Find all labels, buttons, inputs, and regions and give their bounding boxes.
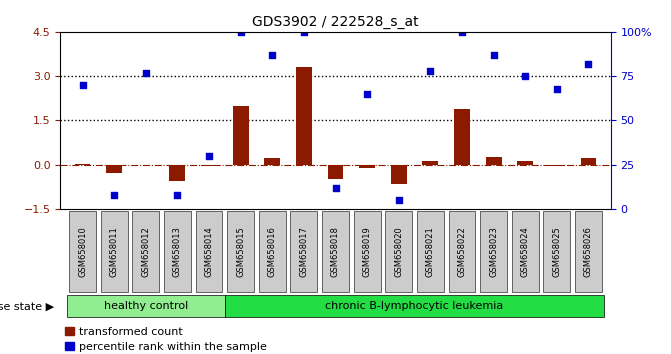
Bar	[549, 165, 565, 166]
Text: GSM658018: GSM658018	[331, 226, 340, 277]
FancyBboxPatch shape	[227, 211, 254, 292]
Text: GSM658021: GSM658021	[426, 226, 435, 277]
Point	[520, 73, 531, 79]
Title: GDS3902 / 222528_s_at: GDS3902 / 222528_s_at	[252, 16, 419, 29]
Point	[109, 192, 119, 198]
Text: GSM658022: GSM658022	[458, 226, 466, 277]
Text: GSM658015: GSM658015	[236, 226, 245, 277]
Bar	[517, 161, 533, 165]
Text: GSM658010: GSM658010	[78, 226, 87, 277]
FancyBboxPatch shape	[512, 211, 539, 292]
Point	[425, 68, 435, 74]
Bar	[106, 165, 122, 173]
Text: GSM658026: GSM658026	[584, 226, 593, 277]
Text: chronic B-lymphocytic leukemia: chronic B-lymphocytic leukemia	[325, 301, 504, 311]
Point	[457, 29, 468, 35]
Text: GSM658020: GSM658020	[395, 226, 403, 277]
FancyBboxPatch shape	[195, 211, 223, 292]
Bar	[391, 165, 407, 184]
FancyBboxPatch shape	[385, 211, 412, 292]
FancyBboxPatch shape	[544, 211, 570, 292]
Text: healthy control: healthy control	[103, 301, 188, 311]
Text: GSM658017: GSM658017	[299, 226, 309, 277]
Bar	[74, 164, 91, 165]
Bar	[170, 165, 185, 181]
Bar	[580, 158, 597, 165]
Text: GSM658016: GSM658016	[268, 226, 276, 277]
Text: GSM658023: GSM658023	[489, 226, 498, 277]
FancyBboxPatch shape	[448, 211, 476, 292]
FancyBboxPatch shape	[164, 211, 191, 292]
Point	[172, 192, 183, 198]
Bar	[296, 67, 312, 165]
FancyBboxPatch shape	[480, 211, 507, 292]
Text: GSM658012: GSM658012	[142, 226, 150, 277]
Point	[330, 185, 341, 190]
Point	[203, 153, 214, 159]
Text: GSM658013: GSM658013	[173, 226, 182, 277]
FancyBboxPatch shape	[575, 211, 602, 292]
Bar	[201, 165, 217, 166]
Point	[488, 52, 499, 58]
Point	[393, 197, 404, 203]
Text: GSM658011: GSM658011	[109, 226, 119, 277]
Point	[362, 91, 372, 97]
Text: disease state ▶: disease state ▶	[0, 301, 54, 311]
Bar	[233, 105, 248, 165]
Bar	[486, 157, 501, 165]
Text: GSM658024: GSM658024	[521, 226, 529, 277]
FancyBboxPatch shape	[66, 295, 225, 318]
Point	[236, 29, 246, 35]
Point	[583, 61, 594, 67]
Text: GSM658014: GSM658014	[205, 226, 213, 277]
Point	[552, 86, 562, 91]
FancyBboxPatch shape	[69, 211, 96, 292]
Text: GSM658025: GSM658025	[552, 226, 562, 277]
Point	[77, 82, 88, 88]
FancyBboxPatch shape	[354, 211, 380, 292]
Point	[267, 52, 278, 58]
Text: GSM658019: GSM658019	[362, 226, 372, 277]
FancyBboxPatch shape	[101, 211, 127, 292]
FancyBboxPatch shape	[291, 211, 317, 292]
FancyBboxPatch shape	[417, 211, 444, 292]
FancyBboxPatch shape	[225, 295, 605, 318]
Bar	[454, 109, 470, 165]
Legend: transformed count, percentile rank within the sample: transformed count, percentile rank withi…	[60, 322, 272, 354]
Bar	[327, 165, 344, 179]
Bar	[359, 165, 375, 168]
FancyBboxPatch shape	[322, 211, 349, 292]
FancyBboxPatch shape	[259, 211, 286, 292]
Bar	[423, 161, 438, 165]
FancyBboxPatch shape	[132, 211, 159, 292]
Point	[299, 29, 309, 35]
Bar	[264, 158, 280, 165]
Point	[140, 70, 151, 75]
